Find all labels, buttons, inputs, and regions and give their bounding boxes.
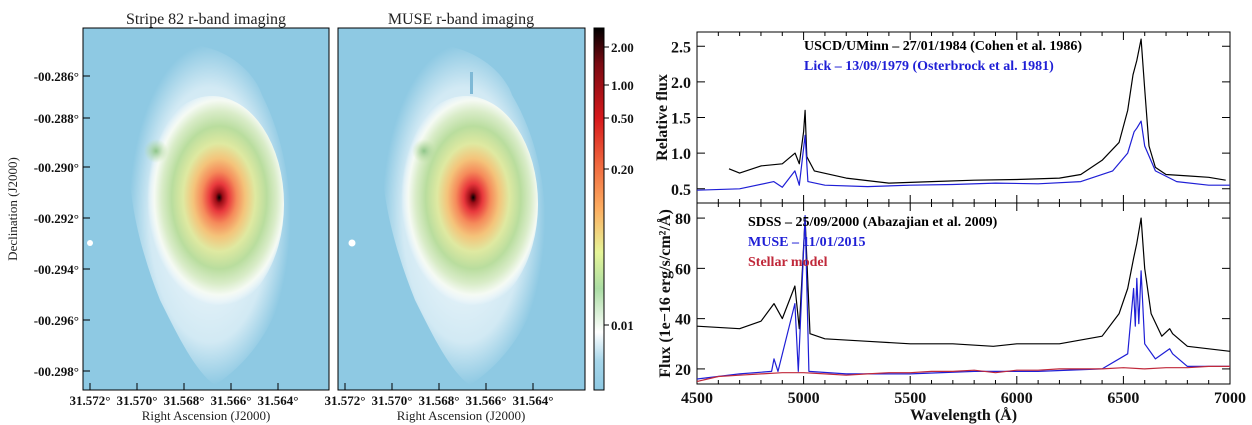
x-tick-label: 31.566° bbox=[466, 393, 507, 408]
colorbar-tick-label: 0.50 bbox=[611, 111, 634, 126]
series-line-1 bbox=[697, 120, 1230, 191]
image-title-0: Stripe 82 r-band imaging bbox=[126, 11, 286, 28]
x-tick-label: 7000 bbox=[1214, 390, 1246, 407]
colorbar-tick-label: 2.00 bbox=[611, 40, 634, 55]
y-tick-label: -00.286° bbox=[34, 69, 79, 84]
spectrum-subplot-0: 0.5 1.0 1.5 2.0 2.5 Relative flux USCD/UMinn –… bbox=[654, 31, 1231, 204]
x-tick-label: 31.570° bbox=[117, 393, 158, 408]
y-tick-label: 20 bbox=[675, 362, 691, 379]
x-tick-label: 31.572° bbox=[325, 393, 366, 408]
x-tick-label: 31.566° bbox=[211, 393, 252, 408]
y-tick-label: 60 bbox=[675, 261, 691, 278]
x-tick-label: 31.564° bbox=[513, 393, 554, 408]
x-tick-label: 5000 bbox=[788, 390, 820, 407]
x-tick-label: 5500 bbox=[894, 390, 926, 407]
x-tick-label: 31.568° bbox=[164, 393, 205, 408]
x-tick-label: 31.568° bbox=[419, 393, 460, 408]
legend-label-0: SDSS – 25/09/2000 (Abazajian et al. 2009… bbox=[748, 215, 998, 230]
y-tick-label: 2.5 bbox=[671, 39, 691, 56]
x-tick-label: 31.564° bbox=[258, 393, 299, 408]
legend-label-2: Stellar model bbox=[748, 255, 828, 270]
y-tick-label: 40 bbox=[675, 312, 691, 329]
series-group bbox=[697, 38, 1230, 191]
colorbar-tick-label: 0.01 bbox=[611, 318, 634, 333]
colorbar bbox=[593, 27, 605, 391]
y-tick-label: -00.296° bbox=[34, 313, 79, 328]
y-tick-label: -00.292° bbox=[34, 211, 79, 226]
y-axis-label: Flux (1e−16 erg/s/cm²/Å) bbox=[656, 209, 674, 378]
y-axis-label: Relative flux bbox=[654, 74, 671, 161]
y-tick-label: 0.5 bbox=[671, 182, 691, 199]
y-tick-label: -00.294° bbox=[34, 262, 79, 277]
y-axis-label: Declination (J2000) bbox=[5, 157, 20, 261]
y-tick-label: -00.298° bbox=[34, 364, 79, 379]
x-tick-label: 6500 bbox=[1107, 390, 1139, 407]
y-tick-label: -00.290° bbox=[34, 160, 79, 175]
x-tick-label: 6000 bbox=[1001, 390, 1033, 407]
series-line-2 bbox=[697, 365, 1230, 383]
x-axis-label: Wavelength (Å) bbox=[910, 406, 1017, 424]
series-line-0 bbox=[697, 217, 1230, 352]
x-tick-label: 31.570° bbox=[372, 393, 413, 408]
y-tick-label: -00.288° bbox=[34, 111, 79, 126]
legend-label-1: Lick – 13/09/1979 (Osterbrock et al. 198… bbox=[804, 59, 1054, 74]
series-line-0 bbox=[728, 38, 1226, 184]
x-axis-label-2: Right Ascension (J2000) bbox=[397, 408, 526, 423]
colorbar-tick-label: 0.20 bbox=[611, 162, 634, 177]
subplot-frame bbox=[696, 31, 1231, 204]
y-tick-label: 2.0 bbox=[671, 75, 691, 92]
y-tick-label: 1.5 bbox=[671, 111, 691, 128]
subplot-frame bbox=[696, 202, 1231, 385]
x-axis-label-1: Right Ascension (J2000) bbox=[142, 408, 271, 423]
x-tick-label: 31.572° bbox=[70, 393, 111, 408]
series-group bbox=[697, 215, 1230, 383]
x-tick-label: 4500 bbox=[681, 390, 713, 407]
colorbar-tick-label: 1.00 bbox=[611, 78, 634, 93]
image-title-1: MUSE r-band imaging bbox=[388, 11, 534, 28]
image-panel-muse bbox=[337, 27, 586, 391]
legend-label-0: USCD/UMinn – 27/01/1984 (Cohen et al. 19… bbox=[804, 39, 1082, 54]
y-tick-label: 1.0 bbox=[671, 146, 691, 163]
legend-label-1: MUSE – 11/01/2015 bbox=[748, 235, 865, 250]
series-line-1 bbox=[697, 215, 1230, 380]
image-panel-stripe82 bbox=[82, 27, 330, 391]
y-tick-label: 80 bbox=[675, 211, 691, 228]
